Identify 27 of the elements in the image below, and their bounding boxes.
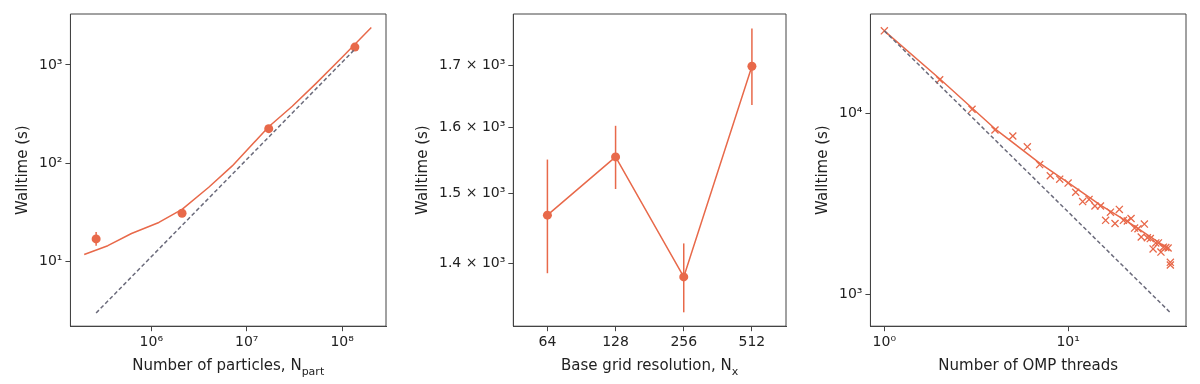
point — [747, 61, 757, 71]
y-axis-title: Walltime (s) — [12, 125, 31, 215]
y-axis-title: Walltime (s) — [412, 125, 431, 215]
y-tick-label: 10⁴ — [838, 103, 863, 120]
x-tick-label: 64 — [538, 333, 557, 350]
x-axis-title: Number of OMP threads — [938, 356, 1119, 374]
y-tick-label: 10¹ — [38, 252, 63, 269]
x-tick-label: 10⁶ — [139, 333, 164, 350]
x-tick-label: 128 — [602, 333, 629, 350]
y-tick-label: 1.7 × 10³ — [438, 55, 506, 72]
y-tick-label: 10³ — [38, 55, 63, 72]
y-tick-label: 1.6 × 10³ — [438, 117, 506, 134]
x-tick-label: 10⁰ — [872, 333, 897, 350]
x-tick-label: 10⁷ — [235, 333, 259, 350]
y-tick-label: 10² — [38, 153, 63, 170]
x-tick-label: 10⁸ — [330, 333, 355, 350]
x-tick-label: 512 — [738, 333, 766, 350]
y-axis-title: Walltime (s) — [812, 125, 831, 215]
y-tick-label: 1.5 × 10³ — [438, 183, 506, 200]
point — [542, 210, 552, 220]
point — [679, 272, 689, 282]
y-tick-label: 1.4 × 10³ — [438, 254, 506, 271]
point — [91, 234, 101, 244]
x-tick-label: 256 — [670, 333, 698, 350]
x-tick-label: 10¹ — [1056, 333, 1080, 350]
y-tick-label: 10³ — [838, 284, 863, 301]
point — [611, 152, 621, 162]
